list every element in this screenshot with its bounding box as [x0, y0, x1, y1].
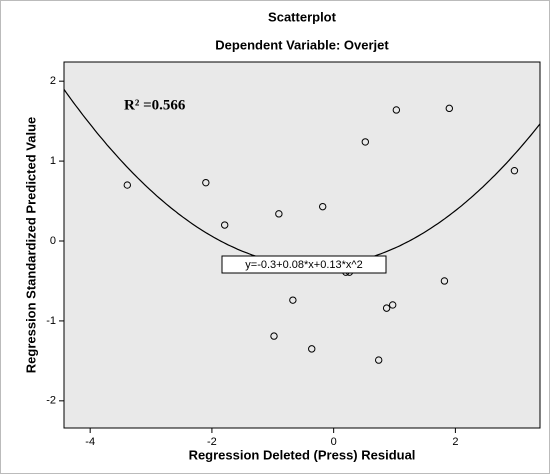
- point: [374, 356, 383, 364]
- y-tick-label: 2: [50, 75, 56, 87]
- point: [289, 296, 297, 304]
- x-axis-label: Regression Deleted (Press) Residual: [189, 447, 416, 462]
- y-tick-label: -2: [46, 395, 56, 407]
- y-tick-label: 0: [50, 235, 56, 247]
- point: [202, 178, 210, 187]
- point: [270, 332, 278, 340]
- y-axis-label: Regression Standardized Predicted Value: [23, 117, 38, 373]
- point: [388, 301, 397, 309]
- y-tick-label: 1: [50, 155, 56, 167]
- point: [382, 304, 391, 312]
- point: [440, 277, 449, 285]
- chart-subtitle: Dependent Variable: Overjet: [215, 37, 389, 52]
- point: [123, 181, 132, 189]
- r-squared: R² =0.566: [124, 97, 186, 113]
- x-tick-label: 0: [331, 436, 337, 448]
- fit-label: y=-0.3+0.08*x+0.13*x^2: [245, 259, 362, 271]
- x-tick-label: -2: [207, 436, 217, 448]
- plot-area: [63, 61, 541, 429]
- point: [361, 138, 370, 146]
- chart-title: Scatterplot: [268, 9, 337, 24]
- point: [392, 106, 401, 114]
- y-tick-label: -1: [46, 315, 56, 327]
- x-tick-label: 2: [452, 436, 458, 448]
- point: [445, 104, 454, 113]
- point: [275, 210, 283, 218]
- point: [308, 345, 316, 353]
- point: [510, 166, 519, 175]
- point: [220, 221, 229, 229]
- x-tick-label: -4: [85, 436, 95, 448]
- point: [318, 202, 327, 211]
- fit-label-box: [221, 255, 387, 274]
